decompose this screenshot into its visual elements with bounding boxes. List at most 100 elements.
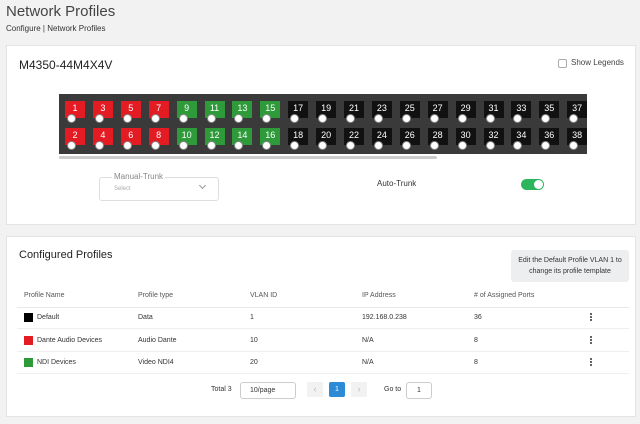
- table-cell: Dante Audio Devices: [37, 336, 102, 344]
- auto-trunk-toggle[interactable]: [521, 179, 544, 190]
- port-icon: [262, 141, 272, 150]
- port-icon: [206, 141, 216, 150]
- breadcrumb[interactable]: Configure | Network Profiles: [6, 24, 106, 33]
- port[interactable]: 21: [344, 101, 364, 123]
- port[interactable]: 27: [427, 101, 448, 123]
- port[interactable]: 3: [92, 101, 113, 123]
- port[interactable]: 2: [65, 128, 85, 150]
- port-icon: [318, 141, 328, 150]
- port-icon: [569, 114, 579, 123]
- port-icon: [485, 141, 495, 150]
- port[interactable]: 28: [427, 128, 448, 150]
- port[interactable]: 9: [176, 101, 197, 123]
- table-cell: Default: [37, 314, 60, 321]
- port[interactable]: 35: [539, 101, 560, 123]
- page-title: Network Profiles: [6, 3, 116, 20]
- scrollbar[interactable]: [59, 156, 437, 159]
- table-cell: 20: [250, 359, 258, 366]
- port-icon: [401, 114, 411, 123]
- port[interactable]: 15: [260, 101, 281, 123]
- pagination-total: Total 3: [211, 386, 232, 393]
- port[interactable]: 26: [399, 128, 420, 150]
- port[interactable]: 1: [65, 101, 85, 123]
- table-cell: 1: [250, 314, 254, 321]
- row-menu[interactable]: [590, 335, 592, 338]
- checkbox[interactable]: [558, 59, 567, 68]
- port[interactable]: 38: [567, 128, 588, 150]
- column-header: IP Address: [362, 292, 396, 299]
- port[interactable]: 34: [511, 128, 532, 150]
- port[interactable]: 36: [539, 128, 560, 150]
- profile-swatch: [24, 313, 33, 322]
- manual-trunk-label: Manual-Trunk: [112, 172, 166, 181]
- port[interactable]: 30: [455, 128, 476, 150]
- port-icon: [290, 141, 300, 150]
- port-icon: [346, 141, 355, 150]
- row-line: [17, 350, 629, 352]
- prev-page[interactable]: ‹: [307, 382, 323, 397]
- port[interactable]: 18: [288, 128, 309, 150]
- table-cell: 8: [474, 336, 478, 344]
- port[interactable]: 33: [511, 101, 532, 123]
- port-icon: [513, 141, 523, 150]
- table-cell: 10: [250, 336, 258, 344]
- port[interactable]: 32: [483, 128, 504, 150]
- port-icon: [485, 114, 495, 123]
- port[interactable]: 5: [120, 101, 141, 123]
- column-header: Profile Name: [24, 292, 65, 299]
- port[interactable]: 12: [204, 128, 225, 150]
- port-icon: [67, 141, 76, 150]
- table-cell: NDI Devices: [37, 359, 76, 366]
- port-icon: [178, 114, 188, 123]
- port[interactable]: 29: [455, 101, 476, 123]
- port[interactable]: 37: [567, 101, 588, 123]
- row-line: [17, 328, 629, 329]
- port[interactable]: 14: [232, 128, 253, 150]
- row-menu[interactable]: [590, 358, 592, 360]
- port-icon: [541, 141, 551, 150]
- port[interactable]: 24: [371, 128, 392, 150]
- goto-input[interactable]: 1: [406, 382, 432, 399]
- port[interactable]: 6: [120, 128, 141, 150]
- port[interactable]: 13: [232, 101, 253, 123]
- port-icon: [457, 141, 467, 150]
- port[interactable]: 23: [371, 101, 392, 123]
- port[interactable]: 10: [176, 128, 197, 150]
- port-icon: [373, 141, 383, 150]
- next-page[interactable]: ›: [351, 382, 367, 397]
- manual-trunk-select[interactable]: Manual-Trunk Select: [99, 172, 219, 201]
- table-cell: 36: [474, 314, 482, 321]
- port[interactable]: 20: [316, 128, 337, 150]
- select-placeholder: Select: [114, 186, 131, 192]
- port-icon: [122, 141, 132, 150]
- port-icon: [429, 141, 439, 150]
- current-page[interactable]: 1: [329, 382, 345, 397]
- row-menu[interactable]: [590, 313, 592, 315]
- port[interactable]: 4: [92, 128, 113, 150]
- port[interactable]: 8: [148, 128, 169, 150]
- page-size[interactable]: 10/page: [240, 382, 296, 399]
- port-icon: [429, 114, 439, 123]
- table-cell: N/A: [362, 359, 374, 366]
- port-icon: [178, 141, 188, 150]
- goto-label: Go to: [384, 386, 402, 393]
- table-cell: Data: [138, 314, 153, 321]
- port-icon: [150, 114, 160, 123]
- port[interactable]: 31: [483, 101, 504, 123]
- port[interactable]: 7: [148, 101, 169, 123]
- table-cell: 192.168.0.238: [362, 314, 407, 321]
- show-legends[interactable]: Show Legends: [571, 58, 624, 67]
- port[interactable]: 22: [344, 128, 364, 150]
- port[interactable]: 19: [316, 101, 337, 123]
- profile-swatch: [24, 335, 33, 345]
- port[interactable]: 25: [399, 101, 420, 123]
- port[interactable]: 16: [260, 128, 281, 150]
- port[interactable]: 17: [288, 101, 309, 123]
- port-icon: [569, 141, 579, 150]
- port-icon: [122, 114, 132, 123]
- port-icon: [457, 114, 467, 123]
- port[interactable]: 11: [204, 101, 225, 123]
- chevron: [198, 181, 207, 190]
